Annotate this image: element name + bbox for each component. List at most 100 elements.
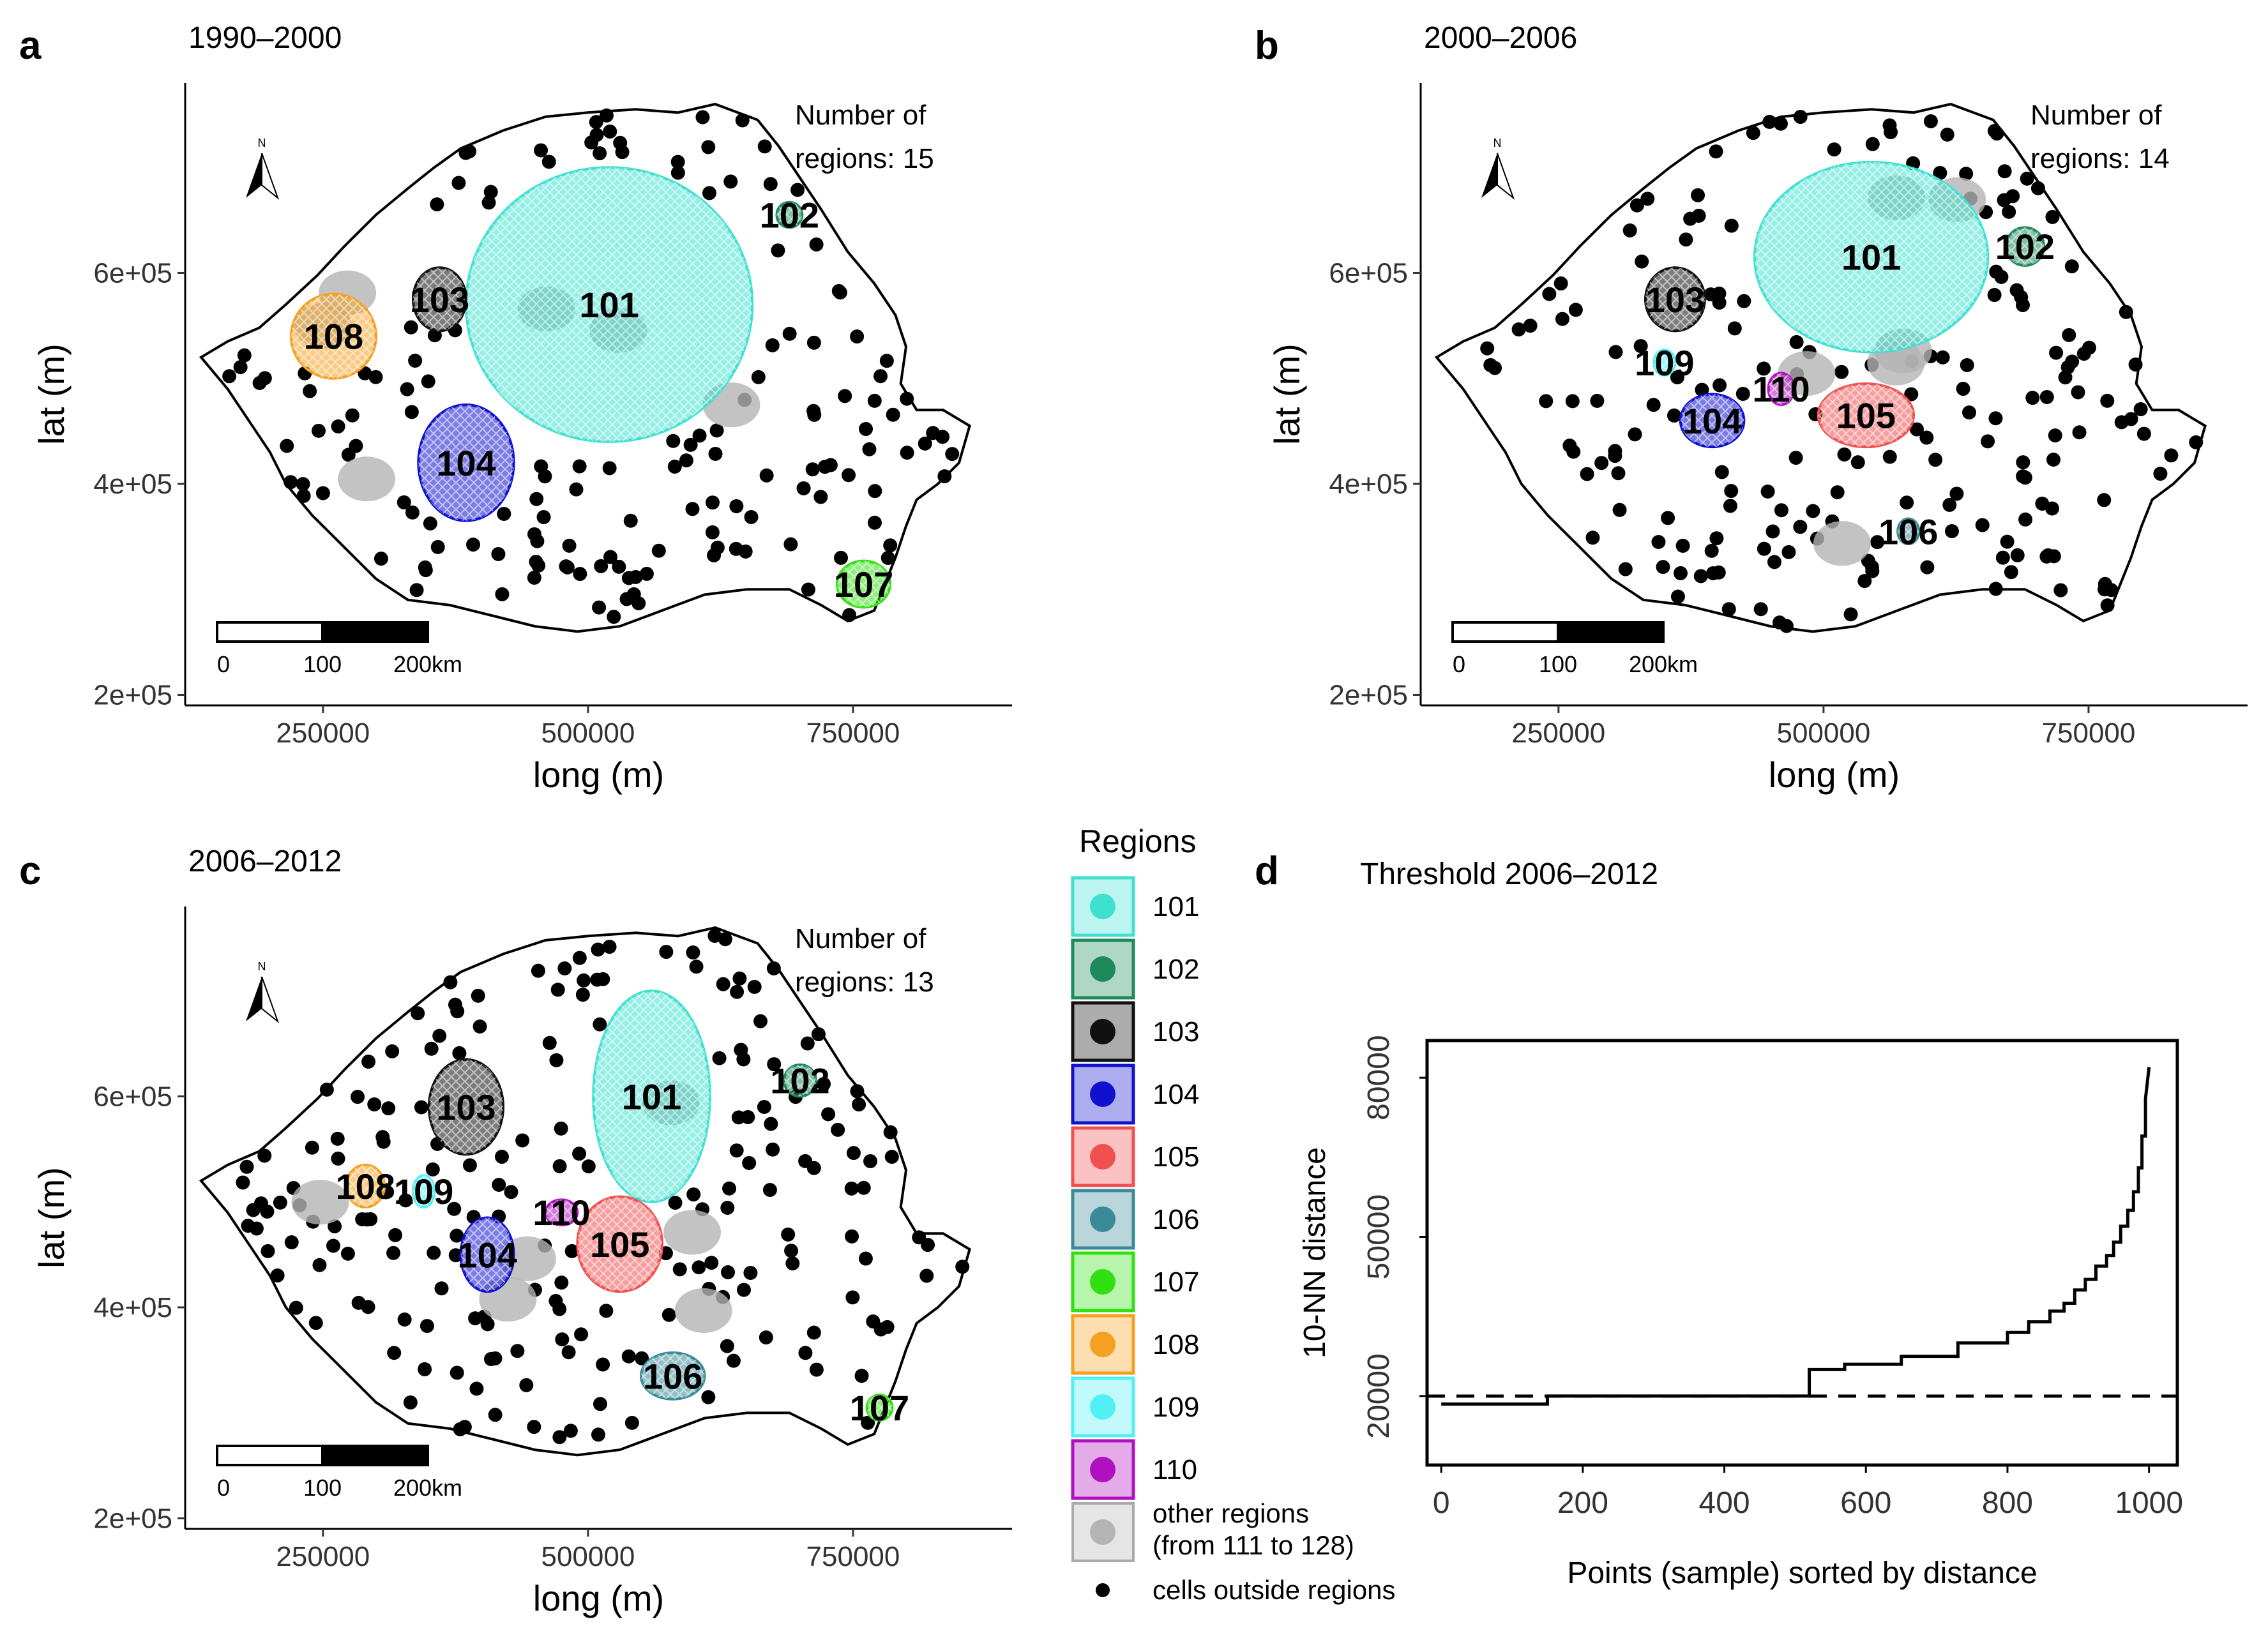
outside-cell-dot [452, 1046, 467, 1060]
outside-cell-dot [2010, 548, 2025, 562]
outside-cell-dot [685, 502, 700, 516]
outside-cell-dot [1704, 543, 1719, 558]
outside-cell-dot [584, 135, 599, 150]
x-tick-label: 1000 [2115, 1486, 2183, 1520]
outside-cell-dot [1675, 538, 1690, 553]
outside-cell-dot [900, 446, 914, 460]
region-count-line2: regions: 13 [795, 966, 934, 998]
outside-cell-dot [1695, 382, 1709, 397]
map-panel-b: 2000–2006 250000 500000 750000 2e+05 4e+05 6e+… [1267, 21, 2248, 795]
outside-cell-dot [2097, 493, 2112, 508]
outside-cell-dot [672, 1262, 687, 1277]
outside-cell-dot [1944, 524, 1959, 539]
outside-cell-dot [796, 481, 811, 495]
outside-cell-dot [432, 1028, 447, 1043]
outside-cell-dot [771, 243, 785, 258]
outside-cell-dot [1709, 144, 1723, 159]
outside-cell-dot [784, 1244, 799, 1258]
outside-cell-dot [450, 1365, 464, 1380]
outside-cell-dot [805, 462, 820, 477]
outside-cell-dot [425, 1162, 440, 1177]
outside-cell-dot [2062, 327, 2076, 342]
outside-cell-dot [404, 320, 418, 335]
region-count-line2: regions: 15 [795, 143, 934, 174]
outside-cell-dot [845, 1229, 859, 1244]
outside-cell-dot [2039, 389, 2054, 404]
x-tick-label: 750000 [806, 1541, 900, 1572]
outside-cell-dot [1997, 164, 2012, 179]
outside-cell-dot [651, 543, 666, 558]
plot-frame [1425, 1039, 2179, 1467]
outside-cell-dot [1942, 497, 1957, 512]
outside-cell-dot [2053, 583, 2068, 598]
outside-cell-dot [626, 587, 641, 601]
outside-cell-dot [367, 1097, 382, 1112]
outside-cell-dot [559, 559, 573, 574]
region-label-102: 102 [760, 195, 819, 236]
outside-cell-dot [692, 428, 707, 443]
outside-cell-dot [602, 940, 617, 954]
outside-cell-dot [1640, 192, 1655, 206]
outside-cell-dot [2136, 426, 2151, 441]
outside-cell-dot [720, 1201, 735, 1215]
outside-cell-dot [331, 419, 345, 434]
outside-cell-dot [720, 1339, 734, 1353]
outside-cell-dot [249, 1221, 264, 1236]
x-tick-label: 800 [1982, 1486, 2033, 1520]
scalebar-white [1451, 621, 1559, 643]
outside-cell-dot [1691, 208, 1706, 223]
outside-cell-dot [592, 600, 607, 615]
other-region-blob [291, 1180, 349, 1225]
outside-cell-dot [1909, 422, 1924, 437]
outside-cell-dot [842, 468, 856, 483]
outside-cell-dot [1757, 361, 1771, 376]
outside-cell-dot [918, 436, 932, 451]
outside-cell-dot [809, 237, 824, 252]
outside-cell-dot [554, 1121, 568, 1136]
outside-cell-dot [418, 1362, 432, 1376]
outside-cell-dot [679, 453, 693, 468]
outside-cell-dot [757, 139, 772, 154]
outside-cell-dot [1760, 485, 1775, 499]
outside-cell-dot [2124, 412, 2138, 426]
outside-cell-dot [1667, 408, 1681, 423]
outside-cell-dot [838, 389, 852, 403]
legend-label-other-1: other regions [1153, 1498, 1309, 1528]
outside-cell-dot [708, 446, 723, 461]
outside-cell-dot [527, 1420, 541, 1434]
outside-cell-dot [686, 1187, 701, 1202]
outside-cell-dot [783, 537, 798, 552]
outside-cell-dot [1827, 142, 1841, 157]
legend-label-102: 102 [1153, 954, 1199, 985]
legend-dot-101 [1090, 894, 1115, 919]
outside-cell-dot [2002, 204, 2016, 219]
outside-cell-dot [764, 1117, 778, 1131]
outside-cell-dot [831, 1122, 845, 1137]
outside-cell-dot [594, 559, 609, 573]
outside-cell-dot [458, 146, 473, 160]
outside-cell-dot [704, 1256, 719, 1270]
outside-cell-dot [574, 1327, 589, 1342]
outside-cell-dot [1704, 287, 1718, 302]
map-title: 2000–2006 [1424, 21, 1577, 55]
outside-cell-dot [781, 1227, 796, 1242]
outside-cell-dot [2064, 259, 2079, 274]
outside-cell-dot [1994, 269, 2009, 284]
outside-cell-dot [1987, 288, 2002, 303]
outside-cell-dot [577, 973, 591, 988]
outside-cell-dot [488, 1408, 503, 1422]
outside-cell-dot [448, 997, 462, 1012]
outside-cell-dot [1590, 393, 1605, 408]
outside-cell-dot [859, 422, 873, 437]
outside-cell-dot [662, 1307, 676, 1322]
region-label-110: 110 [533, 1192, 590, 1233]
outside-cell-dot [702, 186, 716, 200]
outside-cell-dot [411, 1006, 425, 1021]
threshold-title: Threshold 2006–2012 [1360, 857, 1658, 891]
outside-cell-dot [852, 1097, 866, 1112]
x-tick-label: 0 [1433, 1486, 1450, 1520]
outside-cell-dot [883, 538, 898, 553]
outside-cell-dot [1920, 560, 1935, 575]
outside-cell-dot [308, 1316, 323, 1330]
outside-cell-dot [2004, 565, 2018, 580]
